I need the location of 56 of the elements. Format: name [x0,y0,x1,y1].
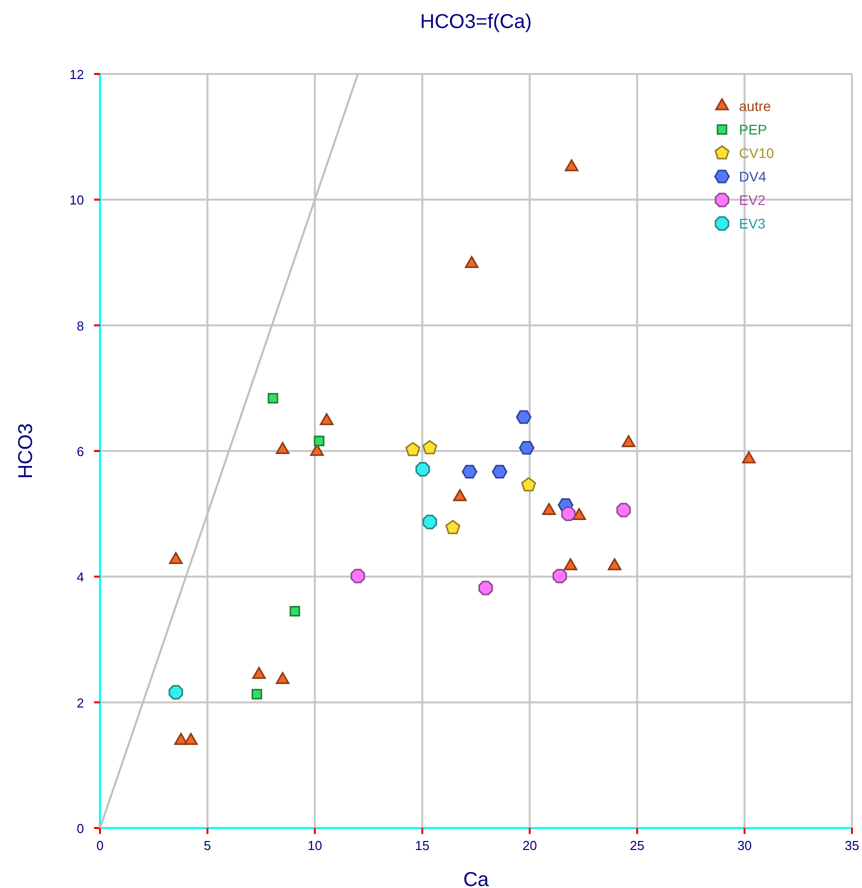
point [314,436,324,446]
y-tick-label: 12 [70,67,84,82]
chart-title: HCO3=f(Ca) [420,11,532,33]
x-tick-label: 15 [415,838,430,853]
point [290,606,300,616]
legend-label: autre [739,98,772,114]
y-tick-label: 6 [76,444,84,459]
point [252,688,262,700]
point [564,159,578,172]
point [478,580,493,596]
point [320,413,334,426]
x-tick-label: 20 [522,838,537,853]
point [608,558,622,570]
point [564,558,578,570]
x-tick-label: 30 [737,838,752,853]
point [742,451,756,464]
y-tick-label: 2 [76,695,84,710]
point [276,442,290,454]
y-tick-label: 8 [76,318,84,334]
y-tick-label: 10 [70,192,84,208]
point [462,464,478,479]
legend-label: CV10 [739,145,774,161]
point [622,435,636,448]
x-tick-label: 35 [844,838,860,853]
point [552,568,568,584]
legend-label: PEP [739,122,768,138]
point [350,568,366,584]
y-tick-label: 4 [76,570,84,585]
y-axis-title: HCO3 [15,423,37,479]
point [516,410,532,424]
x-axis-title: Ca [463,869,490,888]
point [268,392,278,404]
point [415,462,430,476]
point [492,464,508,479]
point [422,514,438,530]
legend-label: DV4 [739,168,766,184]
point [572,508,586,520]
point [518,441,534,455]
point [561,506,576,522]
x-tick-label: 5 [204,838,212,853]
x-tick-label: 10 [308,838,322,853]
point [464,256,479,268]
y-tick-label: 0 [76,821,84,836]
x-tick-label: 0 [96,838,104,853]
point [168,685,184,700]
x-tick-label: 25 [630,838,644,853]
point [542,502,556,515]
point [453,489,467,502]
legend-label: EV2 [739,192,766,208]
point [405,442,420,456]
point [616,502,631,518]
point [169,552,183,564]
legend-label: EV3 [739,216,766,232]
point [422,440,438,454]
point [521,477,536,492]
point [445,520,460,534]
